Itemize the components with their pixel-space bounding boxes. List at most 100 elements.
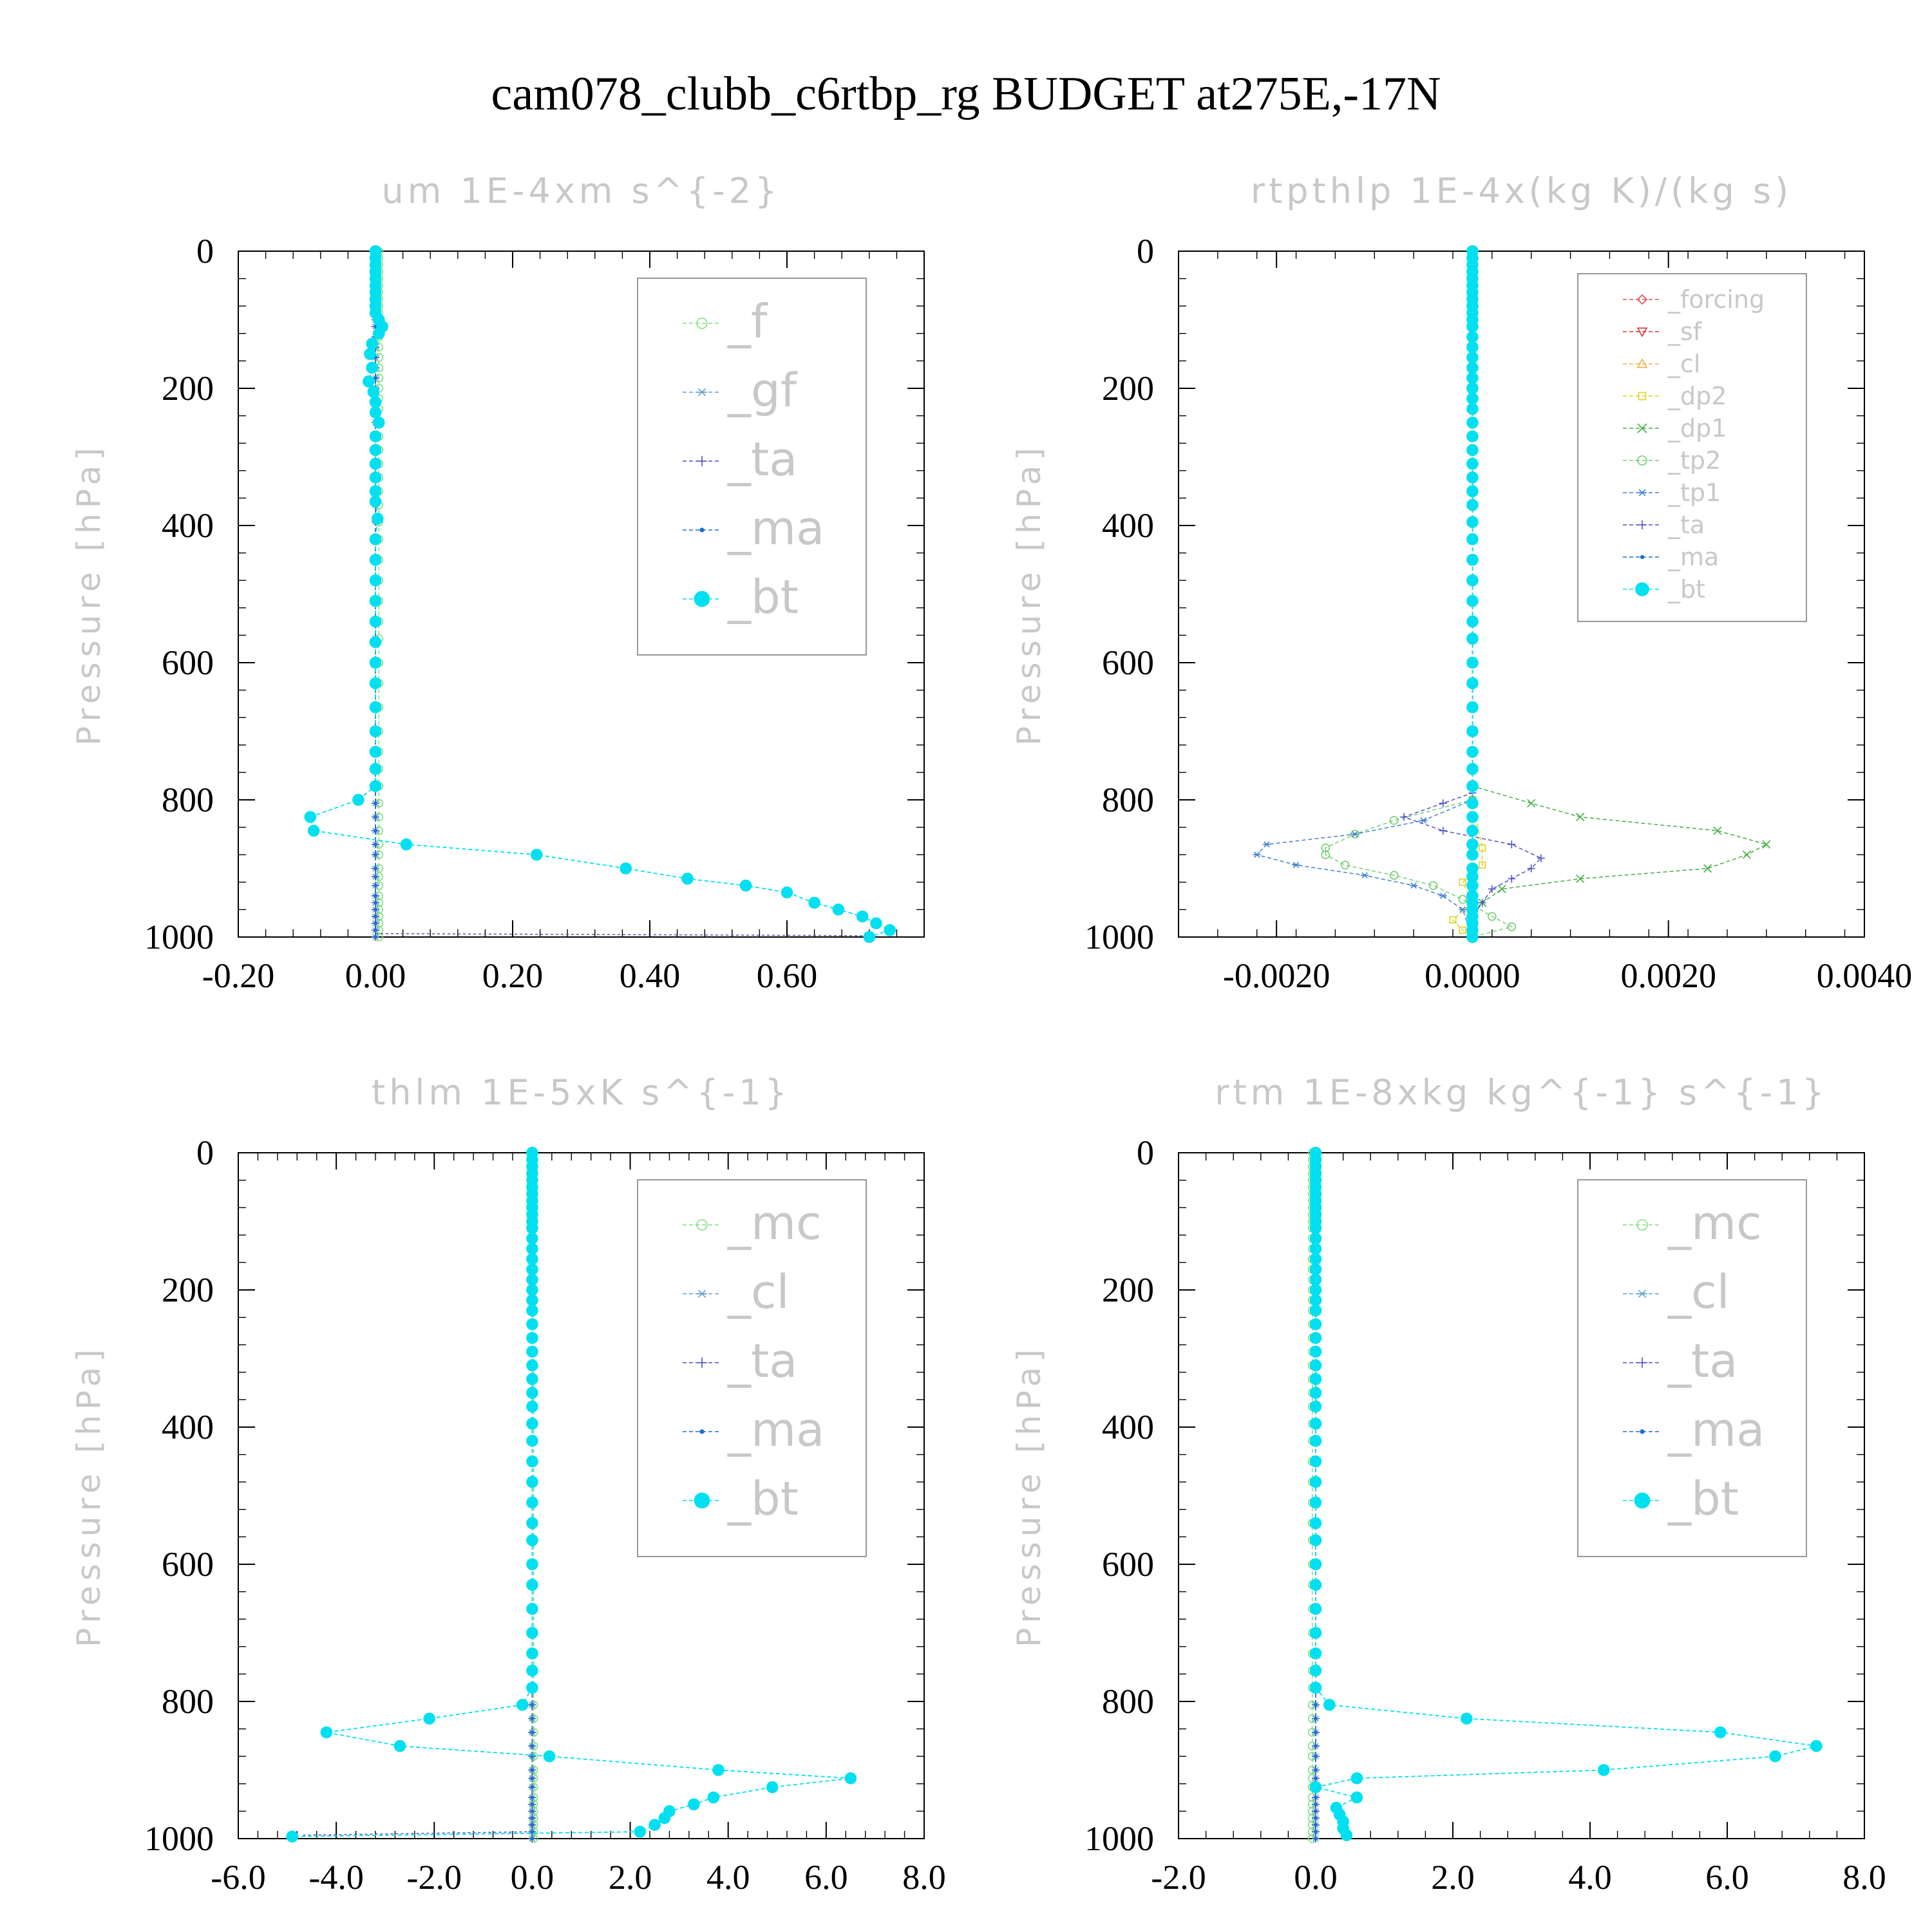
data-point [374, 801, 377, 806]
data-point [526, 1496, 538, 1509]
legend-swatch-marker [696, 1219, 708, 1231]
data-point [1361, 872, 1369, 878]
data-point [374, 842, 377, 846]
panel-title: thlm 1E-5xK s^{-1} [372, 1072, 791, 1113]
x-tick-label: 4.0 [706, 1858, 750, 1897]
data-point [530, 1730, 535, 1734]
panel-title: um 1E-4xm s^{-2} [382, 171, 781, 211]
y-tick-label: 800 [162, 1682, 214, 1721]
data-point [526, 1222, 538, 1235]
y-tick-label: 200 [1102, 369, 1154, 408]
data-point [1466, 725, 1479, 737]
data-point [369, 574, 382, 587]
data-point [766, 1781, 779, 1794]
data-point [1466, 862, 1479, 875]
data-point [1466, 762, 1479, 775]
data-point [526, 1578, 538, 1591]
y-tick-label: 400 [1102, 506, 1154, 545]
legend-swatch-marker [694, 591, 710, 607]
data-point [863, 931, 876, 943]
data-point [286, 1830, 298, 1843]
y-tick-label: 1000 [144, 1819, 214, 1858]
legend-label: _ma [1667, 543, 1719, 571]
data-point [374, 894, 377, 898]
data-point [1309, 1627, 1322, 1639]
data-point [1309, 1602, 1322, 1615]
data-point [1461, 1712, 1473, 1725]
data-point [1466, 402, 1479, 415]
series-line [1256, 251, 1473, 938]
data-point [1350, 1791, 1363, 1804]
data-point [1466, 471, 1479, 484]
data-point [1466, 361, 1479, 374]
legend-label: _mc [727, 1196, 822, 1250]
data-point [712, 1764, 724, 1776]
data-point [1527, 864, 1535, 873]
legend-label: _sf [1667, 317, 1703, 346]
data-point [1350, 831, 1359, 838]
data-point [400, 838, 413, 851]
panel-title: rtm 1E-8xkg kg^{-1} s^{-1} [1215, 1072, 1828, 1113]
series-bt [304, 245, 896, 943]
data-point [1309, 1517, 1322, 1530]
data-point [374, 875, 377, 878]
series-line [292, 1153, 851, 1837]
data-point [1449, 916, 1457, 923]
data-point [1314, 1809, 1318, 1814]
y-tick-label: 0 [196, 1133, 214, 1172]
data-point [1466, 444, 1479, 457]
data-point [707, 1791, 720, 1804]
data-point [369, 725, 382, 737]
data-point [1466, 870, 1479, 883]
x-tick-label: 0.0040 [1817, 956, 1913, 995]
legend-swatch-marker [1636, 1219, 1648, 1231]
data-point [526, 1558, 538, 1571]
data-point [1309, 1345, 1322, 1358]
x-tick-label: 0.20 [482, 956, 544, 995]
data-point [369, 615, 382, 628]
plot-frame [1178, 1152, 1865, 1839]
data-point [688, 1798, 700, 1811]
legend-swatch-marker [697, 1358, 707, 1368]
data-point [884, 924, 896, 936]
data-point [369, 495, 382, 508]
data-point [1742, 850, 1751, 859]
data-point [1309, 1318, 1322, 1331]
data-point [1309, 1496, 1322, 1509]
legend-swatch-marker [697, 388, 707, 397]
data-point [1292, 862, 1300, 868]
data-point [1466, 824, 1479, 837]
y-tick-label: 800 [1102, 1682, 1154, 1721]
data-point [371, 513, 384, 525]
legend-label: _ma [727, 501, 824, 555]
data-point [1466, 392, 1479, 405]
legend-swatch-marker [1637, 423, 1647, 433]
legend-swatch-marker [1636, 358, 1648, 368]
data-point [530, 1716, 535, 1721]
data-point [526, 1345, 538, 1358]
legend-swatch-marker [1640, 554, 1645, 560]
data-point [369, 746, 382, 758]
x-tick-label: 0.60 [757, 956, 818, 995]
data-point [374, 884, 377, 887]
legend-label: _bt [1667, 575, 1705, 603]
data-point [1309, 1681, 1322, 1694]
data-point [1466, 351, 1479, 364]
data-point [526, 1417, 538, 1430]
data-point [1309, 1417, 1322, 1430]
data-point [369, 444, 382, 457]
legend-swatch-marker [697, 1289, 707, 1298]
y-axis-label: Pressure [hPa] [1010, 442, 1048, 746]
data-point [1488, 885, 1496, 893]
x-tick-label: -6.0 [211, 1858, 265, 1897]
data-point [1314, 1837, 1318, 1841]
data-point [530, 1816, 535, 1820]
x-tick-label: 6.0 [1705, 1858, 1749, 1897]
panel-2: rtpthlp 1E-4x(kg K)/(kg s) -0.0020 0.0000 0… [1010, 171, 1912, 995]
data-point [1340, 860, 1350, 869]
data-point [1389, 871, 1399, 880]
data-point [1466, 430, 1479, 442]
data-point [1466, 677, 1479, 690]
series-tp2 [1321, 247, 1517, 942]
data-point [1314, 1730, 1318, 1734]
